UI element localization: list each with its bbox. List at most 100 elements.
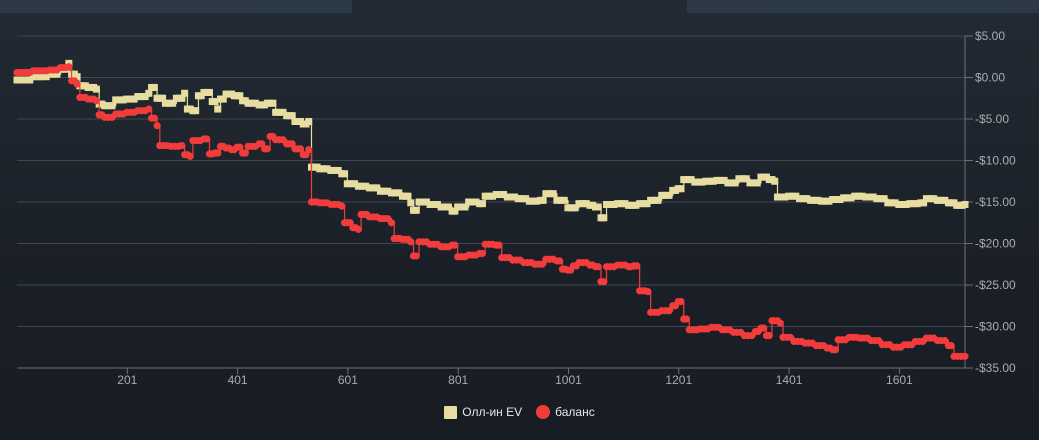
data-point-allin-ev: [415, 198, 423, 206]
data-point-allin-ev: [351, 180, 359, 188]
data-point-allin-ev: [825, 197, 833, 205]
data-point-allin-ev: [606, 200, 614, 208]
data-point-allin-ev: [579, 200, 587, 208]
data-point-allin-ev: [873, 195, 881, 203]
data-point-allin-ev: [341, 170, 349, 178]
data-point-balance: [947, 341, 955, 350]
tab-right[interactable]: [687, 0, 1039, 13]
square-marker-icon: [444, 405, 458, 419]
data-point-allin-ev: [161, 99, 169, 107]
data-point-allin-ev: [851, 192, 859, 200]
data-point-balance: [677, 298, 685, 306]
data-point-allin-ev: [108, 102, 116, 110]
data-point-allin-ev: [698, 178, 706, 186]
data-point-balance: [214, 149, 222, 157]
data-point-allin-ev: [891, 199, 899, 207]
data-point-allin-ev: [365, 184, 373, 192]
data-point-allin-ev: [244, 99, 252, 107]
data-point-allin-ev: [560, 196, 568, 204]
data-point-allin-ev: [358, 182, 366, 190]
data-point-allin-ev: [898, 200, 906, 208]
tab-left[interactable]: [0, 0, 352, 13]
x-tick-label: 1401: [776, 373, 803, 387]
data-point-balance: [92, 97, 101, 105]
data-point-allin-ev: [687, 176, 695, 184]
data-point-allin-ev: [705, 177, 713, 185]
data-point-allin-ev: [818, 197, 826, 205]
data-point-allin-ev: [658, 191, 666, 199]
data-point-allin-ev: [192, 107, 200, 115]
data-point-allin-ev: [926, 195, 934, 203]
x-tick-label: 401: [228, 373, 248, 387]
data-point-balance: [451, 241, 459, 249]
data-point-allin-ev: [496, 191, 504, 199]
data-point-balance: [145, 105, 153, 113]
data-point-allin-ev: [529, 197, 537, 205]
data-point-allin-ev: [472, 198, 480, 206]
y-tick-label: $5.00: [975, 29, 1005, 43]
data-point-allin-ev: [814, 196, 822, 204]
y-axis-ticks: $5.00 $0.00 -$5.00 -$10.00 -$15.00 -$20.00 -$2…: [964, 29, 1016, 375]
data-point-allin-ev: [305, 117, 313, 125]
data-point-allin-ev: [796, 195, 804, 203]
data-point-allin-ev: [895, 200, 903, 208]
data-point-allin-ev: [906, 200, 914, 208]
data-point-allin-ev: [251, 99, 259, 107]
data-point-allin-ev: [112, 96, 120, 104]
data-point-balance: [354, 225, 362, 233]
data-point-allin-ev: [141, 93, 149, 101]
data-point-allin-ev: [465, 198, 473, 206]
data-point-balance: [776, 319, 784, 327]
data-point-allin-ev: [178, 94, 186, 102]
data-point-allin-ev: [422, 198, 430, 206]
data-point-allin-ev: [742, 175, 750, 183]
data-point-allin-ev: [746, 179, 754, 187]
data-point-allin-ev: [507, 193, 515, 201]
legend-item-balance[interactable]: баланс: [536, 405, 595, 419]
data-point-balance: [831, 346, 840, 354]
data-point-allin-ev: [354, 182, 362, 190]
data-point-allin-ev: [373, 184, 381, 192]
data-point-balance: [296, 145, 305, 153]
data-point-allin-ev: [961, 200, 969, 208]
data-point-allin-ev: [518, 195, 526, 203]
data-point-allin-ev: [865, 193, 873, 201]
data-point-allin-ev: [821, 197, 829, 205]
y-tick-label: -$30.00: [975, 320, 1016, 334]
data-point-balance: [73, 80, 81, 88]
x-axis-ticks: 201 401 601 801 1001 1201 1401 1601: [17, 367, 965, 387]
data-point-allin-ev: [145, 89, 153, 97]
data-point-balance: [538, 260, 546, 268]
data-point-allin-ev: [316, 165, 324, 173]
data-point-balance: [941, 337, 949, 345]
data-point-allin-ev: [522, 195, 530, 203]
data-point-allin-ev: [614, 200, 622, 208]
data-point-allin-ev: [137, 93, 145, 101]
data-point-allin-ev: [869, 193, 877, 201]
data-point-allin-ev: [571, 204, 579, 212]
data-point-allin-ev: [739, 175, 747, 183]
data-point-allin-ev: [773, 193, 781, 201]
data-point-balance: [644, 288, 652, 296]
data-point-balance: [478, 249, 487, 258]
data-point-allin-ev: [724, 179, 732, 187]
legend-label-allin-ev: Олл-ин EV: [462, 405, 523, 419]
data-point-allin-ev: [922, 195, 930, 203]
data-point-allin-ev: [115, 96, 123, 104]
data-point-balance: [412, 252, 420, 260]
data-point-allin-ev: [632, 201, 640, 209]
data-point-balance: [760, 324, 768, 332]
data-point-allin-ev: [731, 179, 739, 187]
tab-bar: [0, 0, 1039, 13]
data-point-allin-ev: [219, 95, 227, 103]
data-point-allin-ev: [181, 89, 189, 97]
legend-item-allin-ev[interactable]: Олл-ин EV: [444, 405, 522, 419]
data-point-allin-ev: [887, 199, 895, 207]
data-point-allin-ev: [617, 200, 625, 208]
data-point-allin-ev: [728, 179, 736, 187]
data-point-allin-ev: [384, 187, 392, 195]
y-tick-label: -$5.00: [975, 112, 1009, 126]
data-point-allin-ev: [902, 200, 910, 208]
x-tick-label: 1001: [555, 373, 582, 387]
y-tick-label: -$10.00: [975, 154, 1016, 168]
